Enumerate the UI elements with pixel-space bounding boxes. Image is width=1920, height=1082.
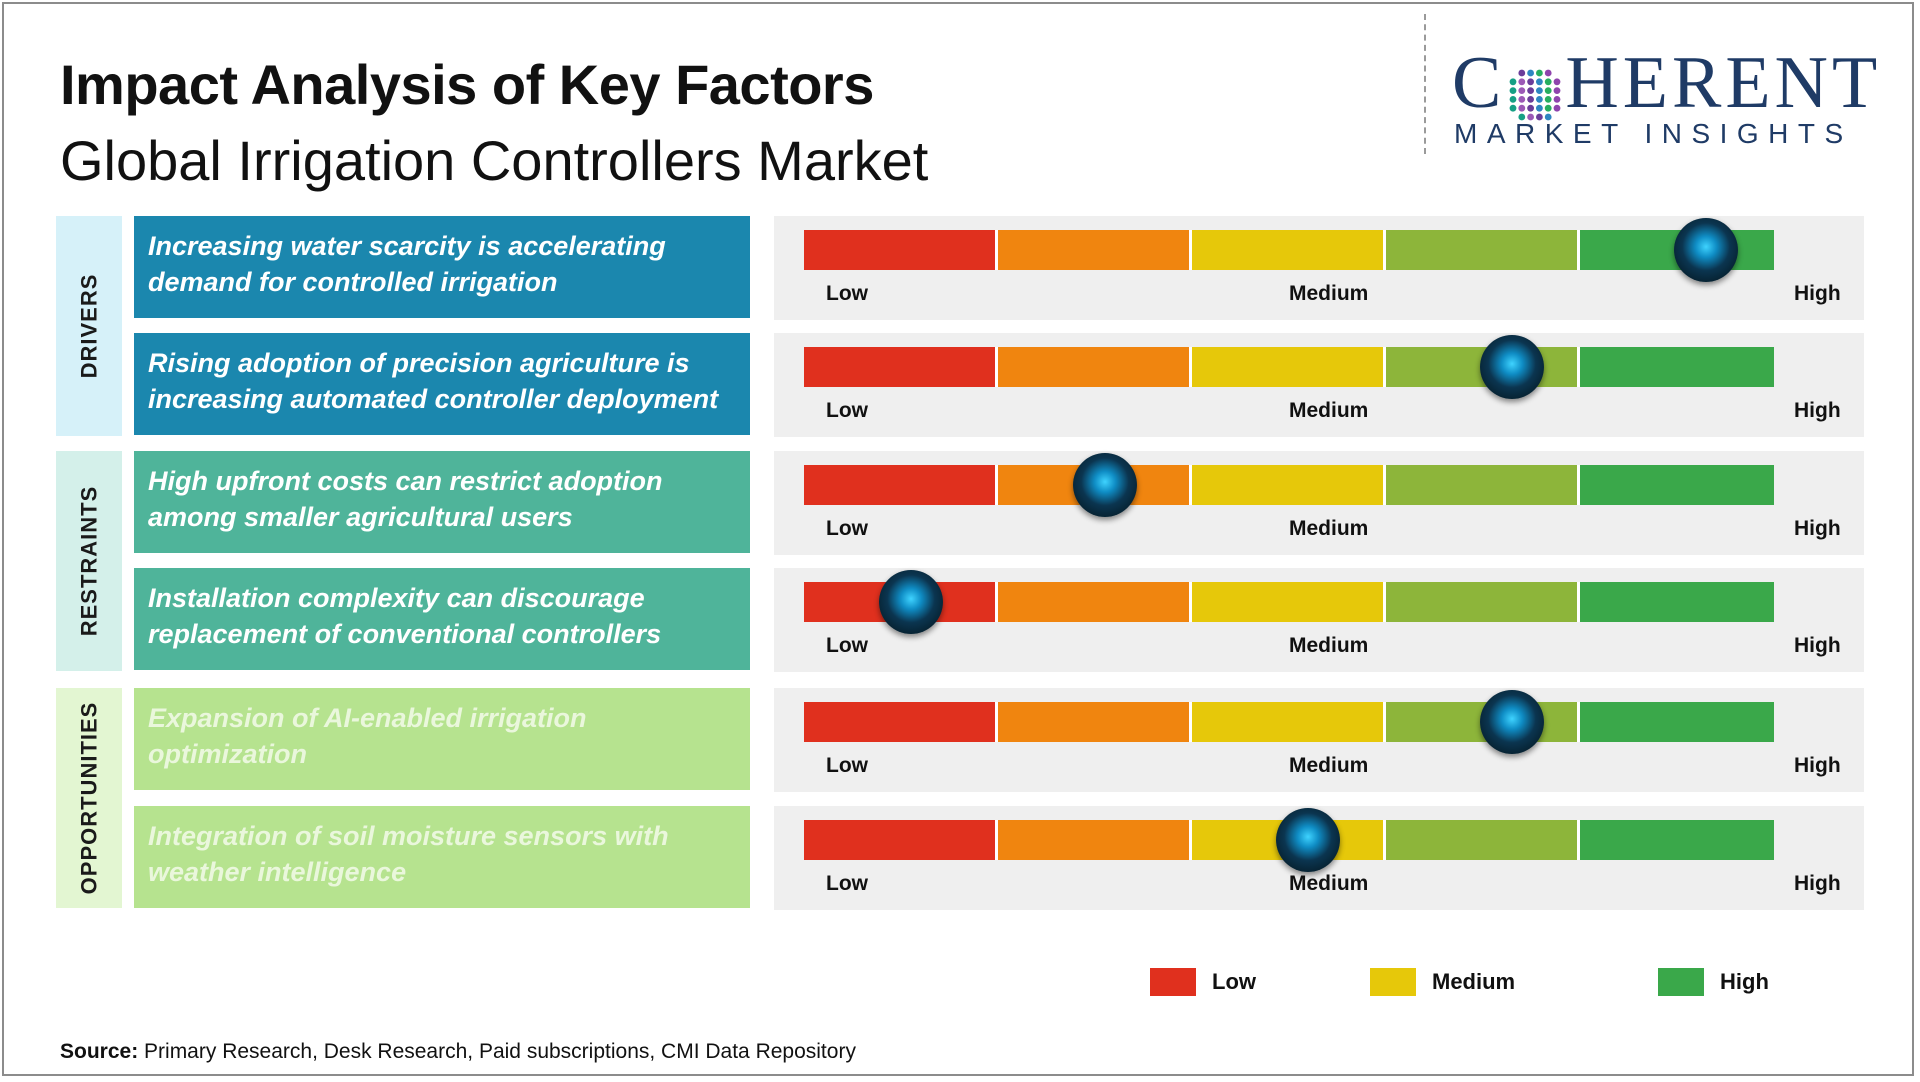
- impact-segment-3: [1192, 702, 1386, 742]
- impact-segment-3: [1192, 582, 1386, 622]
- impact-segment-4: [1386, 582, 1580, 622]
- legend-label: High: [1720, 969, 1769, 994]
- impact-marker: [1674, 218, 1739, 282]
- scale-label-high: High: [1794, 282, 1841, 305]
- impact-segment-4: [1386, 820, 1580, 860]
- legend-label: Low: [1212, 969, 1256, 994]
- source-note: Source: Primary Research, Desk Research,…: [60, 1040, 856, 1064]
- impact-marker: [1072, 453, 1137, 517]
- impact-gauge: Low Medium High: [774, 333, 1864, 437]
- logo-letters-herent: HERENT: [1565, 42, 1882, 124]
- legend-item-medium: Medium: [1370, 968, 1515, 996]
- impact-segment-1: [804, 230, 998, 270]
- impact-marker: [878, 570, 943, 634]
- impact-segment-3: [1192, 230, 1386, 270]
- impact-segment-2: [998, 820, 1192, 860]
- scale-label-high: High: [1794, 754, 1841, 777]
- impact-gauge: Low Medium High: [774, 806, 1864, 910]
- impact-bar: [804, 820, 1774, 860]
- scale-label-low: Low: [826, 754, 868, 777]
- scale-label-high: High: [1794, 872, 1841, 895]
- category-text: DRIVERS: [76, 273, 102, 379]
- category-text: RESTRAINTS: [76, 485, 101, 637]
- impact-bar: [804, 702, 1774, 742]
- impact-segment-1: [804, 347, 998, 387]
- impact-segment-1: [804, 820, 998, 860]
- logo-divider: [1424, 14, 1426, 154]
- impact-segment-2: [998, 347, 1192, 387]
- factor-description: Expansion of AI-enabled irrigation optim…: [134, 688, 750, 790]
- impact-segment-2: [998, 702, 1192, 742]
- impact-segment-3: [1192, 465, 1386, 505]
- legend-item-high: High: [1658, 968, 1769, 996]
- impact-marker: [1276, 808, 1341, 872]
- impact-gauge: Low Medium High: [774, 216, 1864, 320]
- impact-bar: [804, 465, 1774, 505]
- scale-label-medium: Medium: [1289, 282, 1369, 305]
- legend-swatch: [1370, 968, 1416, 996]
- impact-segment-5: [1580, 702, 1774, 742]
- category-label-drivers: DRIVERS: [56, 216, 122, 436]
- impact-segment-1: [804, 465, 998, 505]
- scale-label-high: High: [1794, 634, 1841, 657]
- scale-label-medium: Medium: [1289, 517, 1369, 540]
- scale-label-low: Low: [826, 634, 868, 657]
- brand-logo: C HERENT: [1452, 46, 1881, 121]
- page-subtitle: Global Irrigation Controllers Market: [60, 129, 929, 192]
- scale-label-medium: Medium: [1289, 634, 1369, 657]
- scale-label-medium: Medium: [1289, 399, 1369, 422]
- impact-bar: [804, 347, 1774, 387]
- scale-label-medium: Medium: [1289, 754, 1369, 777]
- impact-segment-4: [1386, 465, 1580, 505]
- factor-description: Rising adoption of precision agriculture…: [134, 333, 750, 435]
- scale-label-low: Low: [826, 399, 868, 422]
- logo-tagline: MARKET INSIGHTS: [1454, 118, 1853, 149]
- impact-segment-5: [1580, 465, 1774, 505]
- impact-marker: [1480, 690, 1545, 754]
- page-title: Impact Analysis of Key Factors: [60, 53, 874, 116]
- category-label-restraints: RESTRAINTS: [56, 451, 122, 671]
- impact-segment-2: [998, 582, 1192, 622]
- factor-description: Increasing water scarcity is acceleratin…: [134, 216, 750, 318]
- scale-label-medium: Medium: [1289, 872, 1369, 895]
- impact-segment-3: [1192, 347, 1386, 387]
- scale-label-low: Low: [826, 517, 868, 540]
- legend-item-low: Low: [1150, 968, 1256, 996]
- impact-marker: [1480, 335, 1545, 399]
- source-label: Source:: [60, 1040, 139, 1063]
- factor-description: Installation complexity can discourage r…: [134, 568, 750, 670]
- impact-segment-4: [1386, 230, 1580, 270]
- factor-description: High upfront costs can restrict adoption…: [134, 451, 750, 553]
- impact-segment-2: [998, 230, 1192, 270]
- scale-label-low: Low: [826, 872, 868, 895]
- impact-segment-1: [804, 702, 998, 742]
- impact-segment-5: [1580, 582, 1774, 622]
- legend-swatch: [1150, 968, 1196, 996]
- impact-bar: [804, 582, 1774, 622]
- impact-segment-5: [1580, 347, 1774, 387]
- impact-gauge: Low Medium High: [774, 451, 1864, 555]
- legend-swatch: [1658, 968, 1704, 996]
- scale-label-high: High: [1794, 517, 1841, 540]
- legend-label: Medium: [1432, 969, 1516, 994]
- category-text: OPPORTUNITIES: [76, 701, 101, 895]
- impact-gauge: Low Medium High: [774, 688, 1864, 792]
- logo-letter-c: C: [1452, 42, 1506, 124]
- logo-dots-icon: [1507, 62, 1563, 121]
- scale-label-high: High: [1794, 399, 1841, 422]
- factor-description: Integration of soil moisture sensors wit…: [134, 806, 750, 908]
- source-text: Primary Research, Desk Research, Paid su…: [138, 1040, 856, 1063]
- impact-gauge: Low Medium High: [774, 568, 1864, 672]
- scale-label-low: Low: [826, 282, 868, 305]
- impact-bar: [804, 230, 1774, 270]
- category-label-opportunities: OPPORTUNITIES: [56, 688, 122, 908]
- impact-segment-5: [1580, 820, 1774, 860]
